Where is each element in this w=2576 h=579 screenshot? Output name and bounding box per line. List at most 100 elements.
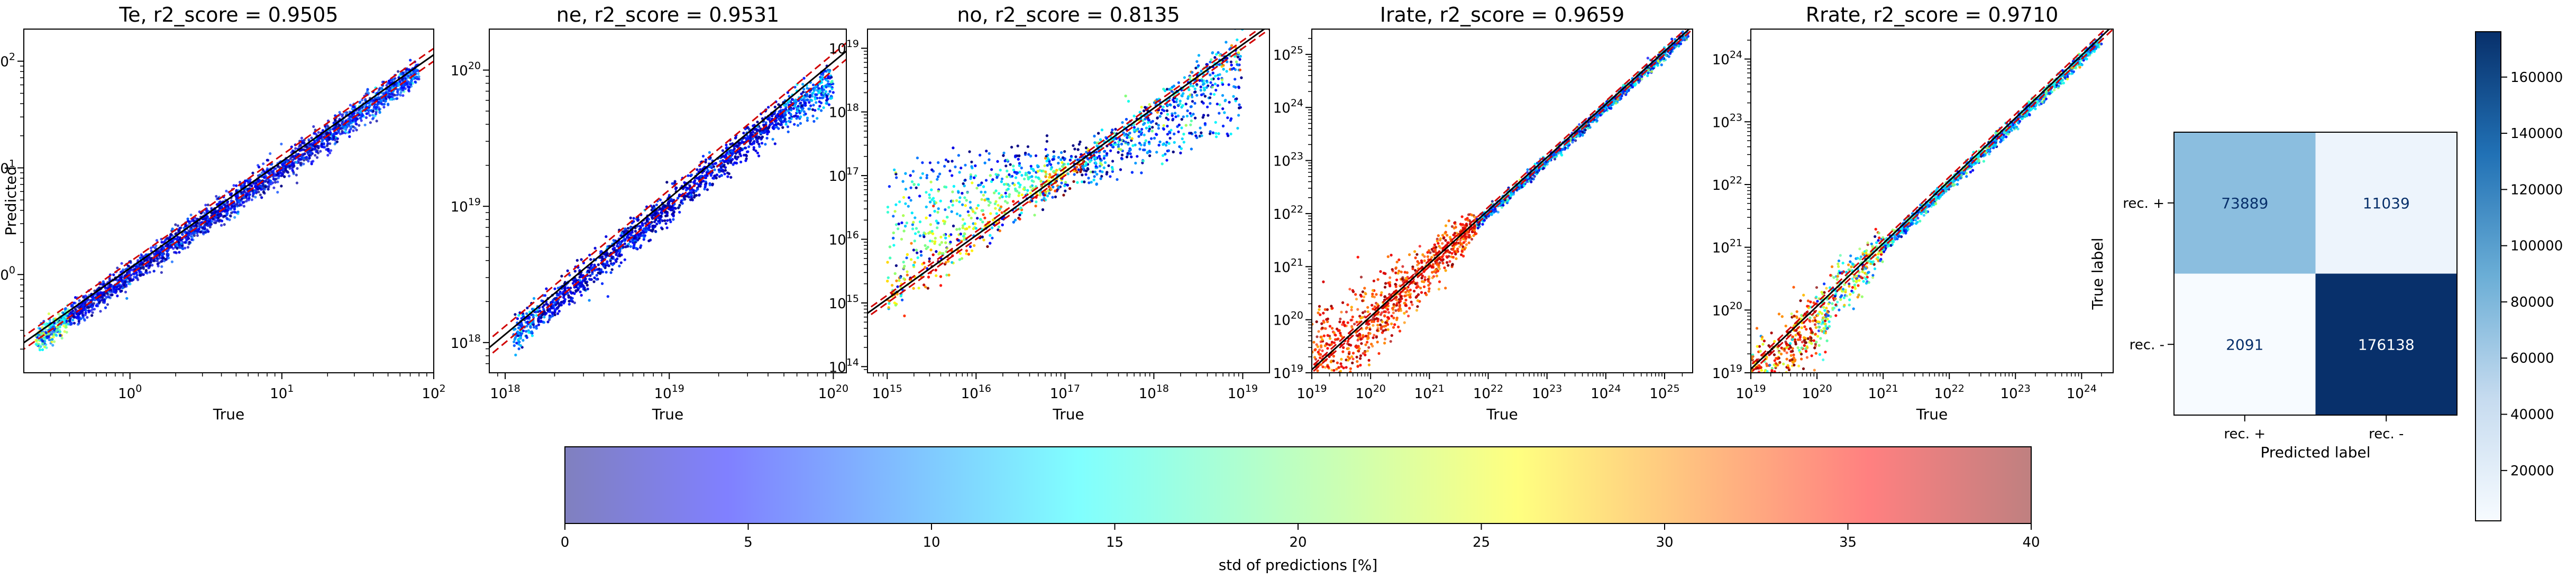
data-point — [223, 215, 225, 217]
data-point — [134, 276, 137, 279]
data-point — [207, 230, 209, 233]
data-point — [252, 195, 254, 197]
data-point — [187, 237, 190, 240]
data-point — [112, 273, 115, 276]
data-point — [321, 143, 323, 145]
data-point — [143, 260, 146, 262]
data-point — [190, 238, 193, 241]
data-point — [202, 227, 204, 229]
data-point — [61, 337, 63, 339]
data-point — [55, 329, 58, 332]
data-point — [189, 228, 192, 231]
data-point — [167, 256, 170, 259]
data-point — [243, 205, 245, 207]
data-point — [188, 243, 190, 245]
data-point — [321, 139, 324, 142]
data-point — [61, 318, 64, 320]
data-point — [248, 197, 251, 199]
data-point — [226, 209, 229, 212]
data-point — [266, 159, 269, 161]
data-point — [370, 109, 372, 112]
data-point — [382, 98, 385, 100]
data-point — [369, 114, 371, 117]
panel-title: Te, r2_score = 0.9505 — [118, 3, 338, 26]
data-point — [202, 231, 204, 234]
data-point — [258, 166, 260, 168]
data-point — [272, 178, 275, 180]
data-point — [237, 200, 240, 203]
data-point — [263, 188, 266, 190]
data-point — [400, 73, 403, 76]
data-point — [81, 314, 84, 316]
x-tick-label: 101 — [270, 383, 294, 402]
data-point — [364, 124, 367, 126]
data-point — [274, 181, 277, 183]
data-point — [255, 191, 258, 194]
y-axis-label: Predicted — [2, 166, 20, 235]
data-point — [404, 84, 406, 87]
data-point — [338, 124, 341, 126]
data-point — [326, 154, 329, 157]
data-point — [245, 200, 248, 203]
data-point — [251, 172, 254, 174]
data-point — [145, 264, 148, 267]
data-point — [257, 188, 259, 190]
data-point — [188, 234, 190, 236]
data-point — [399, 91, 402, 94]
data-point — [128, 271, 131, 274]
data-point — [349, 104, 352, 106]
data-point — [671, 182, 674, 185]
data-point — [514, 313, 516, 316]
data-point — [213, 221, 216, 224]
data-point — [225, 190, 227, 192]
data-point — [71, 319, 74, 321]
data-point — [326, 144, 328, 147]
data-point — [373, 105, 376, 108]
data-point — [268, 186, 270, 188]
data-point — [317, 131, 320, 134]
data-point — [93, 308, 96, 310]
data-point — [57, 326, 60, 328]
data-point — [214, 212, 216, 214]
data-point — [310, 136, 313, 139]
data-point — [146, 272, 149, 274]
x-tick-label: 102 — [422, 383, 445, 402]
data-point — [187, 217, 189, 220]
data-point — [417, 72, 419, 75]
data-point — [336, 137, 339, 140]
data-point — [316, 156, 318, 159]
data-point — [74, 308, 77, 310]
data-point — [281, 173, 284, 176]
data-point — [176, 247, 178, 250]
data-point — [258, 179, 261, 182]
data-point — [184, 225, 187, 227]
x-tick-label: 100 — [118, 383, 142, 402]
data-point — [415, 76, 418, 78]
data-point — [377, 96, 379, 99]
data-point — [285, 166, 287, 168]
data-point — [164, 258, 167, 261]
data-point — [379, 111, 381, 114]
data-point — [390, 98, 392, 100]
data-point — [290, 163, 293, 166]
data-point — [145, 269, 148, 272]
data-point — [171, 227, 173, 230]
data-point — [51, 344, 54, 346]
data-point — [383, 103, 386, 106]
data-point — [223, 223, 226, 226]
data-point — [250, 185, 253, 187]
data-point — [354, 120, 357, 123]
data-point — [248, 195, 250, 197]
data-point — [104, 306, 107, 309]
data-point — [207, 204, 209, 206]
data-point — [167, 245, 169, 248]
data-point — [359, 117, 361, 120]
data-point — [275, 178, 278, 180]
data-point — [190, 214, 193, 216]
data-point — [308, 157, 311, 159]
data-point — [288, 174, 290, 177]
data-point — [95, 305, 98, 307]
data-point — [334, 119, 336, 122]
data-point — [329, 131, 332, 134]
